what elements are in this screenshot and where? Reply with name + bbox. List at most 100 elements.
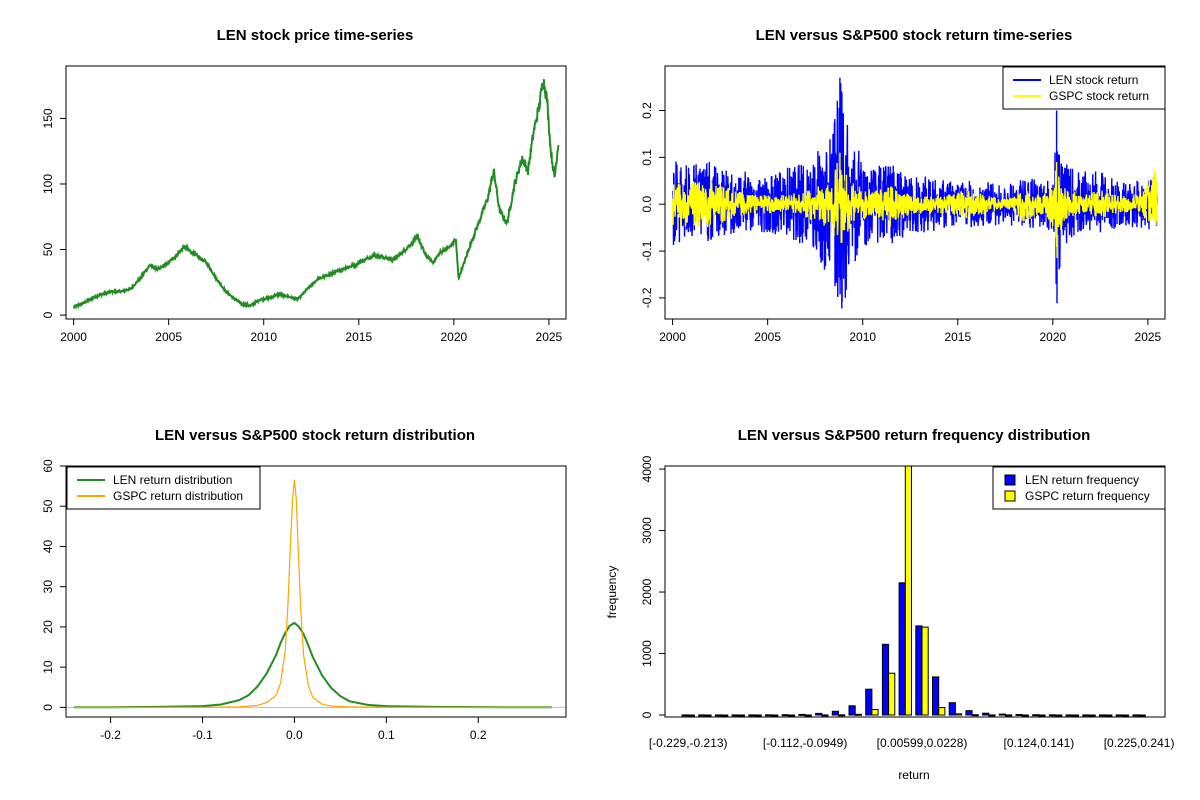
len-frequency-bar <box>848 705 856 716</box>
gspc-frequency-bar <box>871 709 879 716</box>
gspc-frequency-bar <box>1121 714 1130 717</box>
returns-frame <box>664 65 1166 320</box>
gspc-frequency-bar <box>971 714 979 717</box>
x-tick-label: 2010 <box>849 330 876 344</box>
len-return-line <box>672 77 1159 309</box>
gspc-density-line <box>73 479 552 708</box>
len-frequency-bar <box>1099 714 1107 717</box>
y-tick-label: 100 <box>41 174 55 194</box>
y-tick-label: -0.1 <box>640 240 654 261</box>
x-tick-label: 2005 <box>155 330 182 344</box>
x-tick-label: 2010 <box>250 330 277 344</box>
density-frame <box>65 465 567 718</box>
gspc-return-line <box>671 152 1159 258</box>
density-plot: -0.2 -0.1 0.0 0.1 0.2 0 10 20 30 40 50 60 <box>41 459 566 742</box>
x-tick-label: 2020 <box>440 330 467 344</box>
legend-label: LEN return frequency <box>1025 473 1139 487</box>
len-frequency-bar <box>998 713 1006 716</box>
len-frequency-bar <box>731 714 739 717</box>
gspc-frequency-bar <box>687 714 695 717</box>
len-frequency-bar <box>1115 714 1123 717</box>
len-frequency-bar <box>714 714 723 717</box>
len-frequency-bar <box>898 582 906 716</box>
gspc-frequency-bar <box>1088 714 1096 717</box>
y-tick-label: 0 <box>640 711 654 718</box>
gspc-frequency-bar <box>904 466 912 716</box>
len-frequency-bar <box>932 676 940 716</box>
histogram-xlabel: return <box>898 768 929 782</box>
len-frequency-bar <box>1048 714 1057 717</box>
len-frequency-bar <box>748 714 756 717</box>
x-tick-label: 0.2 <box>470 728 487 742</box>
legend-label: GSPC return distribution <box>113 489 243 503</box>
y-tick-label: 10 <box>41 660 55 674</box>
y-tick-label: 150 <box>41 108 55 128</box>
x-tick-label: -0.2 <box>100 728 121 742</box>
gspc-frequency-bar <box>1038 714 1046 717</box>
returns-panel: LEN versus S&P500 stock return time-seri… <box>640 27 1166 344</box>
x-tick-label: [0.00599,0.0228) <box>877 736 968 750</box>
gspc-frequency-bar <box>1071 714 1080 717</box>
x-tick-label: 2005 <box>754 330 781 344</box>
histogram-panel: LEN versus S&P500 return frequency distr… <box>605 427 1174 782</box>
y-tick-label: 50 <box>41 499 55 513</box>
len-frequency-bar <box>1032 714 1040 717</box>
gspc-frequency-bar <box>787 714 796 717</box>
gspc-frequency-bar <box>938 707 946 716</box>
len-frequency-bar <box>781 714 789 717</box>
returns-title: LEN versus S&P500 stock return time-seri… <box>756 27 1073 44</box>
x-tick-label: [0.225,0.241) <box>1104 736 1175 750</box>
len-frequency-bar <box>1082 714 1090 717</box>
gspc-frequency-bar <box>954 713 963 716</box>
histogram-legend: LEN return frequency GSPC return frequenc… <box>992 466 1166 510</box>
gspc-frequency-bar <box>704 714 712 717</box>
gspc-frequency-bar <box>988 714 996 717</box>
len-frequency-bar <box>865 688 873 716</box>
x-tick-label: 0.0 <box>286 728 303 742</box>
y-tick-label: 50 <box>41 243 55 257</box>
histogram-plot: 0 1000 2000 3000 4000 [-0.229,-0.213) [-0.112,… <box>640 455 1175 750</box>
len-frequency-bar <box>915 625 923 716</box>
gspc-frequency-bar <box>888 672 896 716</box>
len-frequency-bar <box>881 643 890 716</box>
len-frequency-bar <box>982 712 990 716</box>
y-tick-label: 4000 <box>640 455 654 482</box>
len-frequency-bar <box>965 710 973 716</box>
len-frequency-bar <box>798 713 806 716</box>
price-frame <box>65 65 567 320</box>
y-tick-label: 0.0 <box>640 196 654 213</box>
legend-box <box>1002 66 1166 110</box>
y-tick-label: 2000 <box>640 578 654 605</box>
len-frequency-bar <box>948 702 956 716</box>
y-tick-label: 1000 <box>640 640 654 667</box>
legend-swatch <box>1004 490 1016 502</box>
gspc-frequency-bar <box>1105 714 1113 717</box>
gspc-frequency-bar <box>854 713 862 716</box>
y-tick-label: 0.1 <box>640 149 654 166</box>
price-title: LEN stock price time-series <box>217 27 414 44</box>
gspc-frequency-bar <box>821 714 829 717</box>
gspc-frequency-bar <box>921 626 929 716</box>
legend-box <box>992 466 1166 510</box>
legend-box <box>66 466 261 510</box>
len-frequency-bar <box>765 714 773 717</box>
x-tick-label: 2015 <box>944 330 971 344</box>
gspc-frequency-bar <box>1021 714 1029 717</box>
x-tick-label: 2025 <box>536 330 563 344</box>
len-frequency-bar <box>1015 714 1023 716</box>
histogram-title: LEN versus S&P500 return frequency distr… <box>738 427 1091 444</box>
legend-label: LEN return distribution <box>113 473 232 487</box>
histogram-bars <box>681 466 1146 717</box>
histogram-ylabel: frequency <box>605 566 619 619</box>
price-plot: 2000 2005 2010 2015 2020 2025 0 50 100 150 <box>41 79 563 344</box>
y-tick-label: 60 <box>41 459 55 473</box>
y-tick-label: 0.2 <box>640 102 654 119</box>
y-tick-label: 30 <box>41 580 55 594</box>
x-tick-label: 0.1 <box>378 728 395 742</box>
price-line <box>72 79 560 310</box>
x-tick-label: 2000 <box>60 330 87 344</box>
x-tick-label: [-0.229,-0.213) <box>649 736 728 750</box>
gspc-frequency-bar <box>721 714 729 717</box>
gspc-frequency-bar <box>771 714 779 717</box>
len-frequency-bar <box>1065 714 1073 717</box>
